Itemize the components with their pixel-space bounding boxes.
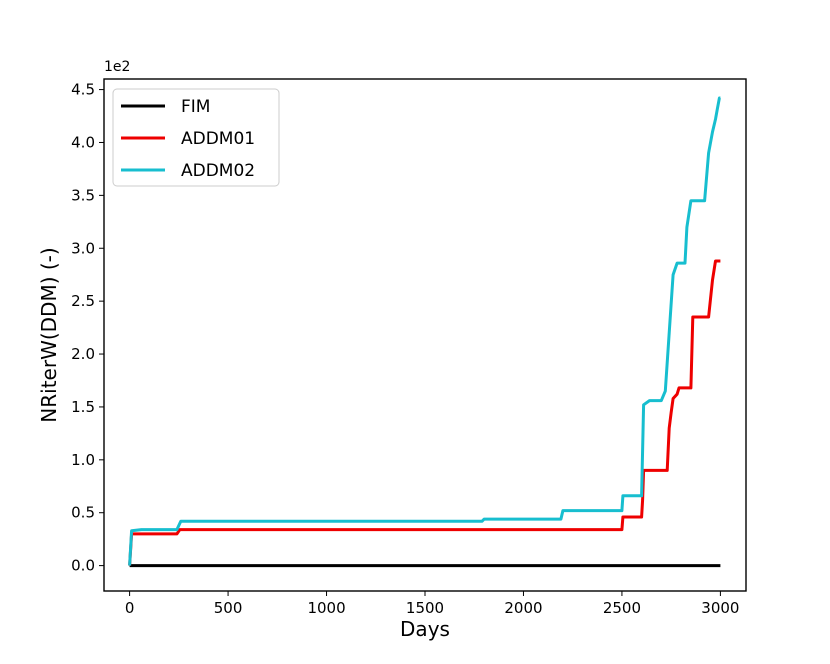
legend-label-addm01: ADDM01 [181,129,255,149]
y-scale-label: 1e2 [104,59,130,75]
ticks-layer: 0 500 1000 1500 2000 2500 3000 0.0 0.5 1.0 1.5 2.0 2… [71,81,739,617]
legend-box [112,88,280,187]
legend: FIM ADDM01 ADDM02 [112,88,280,187]
x-tick-label: 500 [214,599,243,617]
legend-label-fim: FIM [181,97,210,117]
y-tick-label: 3.0 [71,239,95,257]
y-tick-label: 2.0 [71,345,95,363]
x-tick-label: 1500 [406,599,444,617]
y-tick-label: 2.5 [71,292,95,310]
y-tick-label: 4.0 [71,133,95,151]
x-tick-label: 2000 [504,599,542,617]
x-tick-label: 1000 [307,599,345,617]
y-tick-label: 0.5 [71,504,95,522]
x-tick-label: 2500 [603,599,641,617]
y-tick-label: 3.5 [71,186,95,204]
y-axis-label: NRiterW(DDM) (-) [37,247,61,422]
x-tick-label: 3000 [701,599,739,617]
x-axis-label: Days [400,617,450,641]
y-tick-label: 4.5 [71,81,95,99]
legend-label-addm02: ADDM02 [181,161,255,181]
y-tick-label: 1.5 [71,398,95,416]
y-tick-label: 0.0 [71,557,95,575]
series-line-addm02 [128,96,721,566]
series-layer [128,96,721,568]
series-line-addm01 [128,259,721,566]
y-tick-label: 1.0 [71,451,95,469]
x-tick-label: 0 [125,599,135,617]
